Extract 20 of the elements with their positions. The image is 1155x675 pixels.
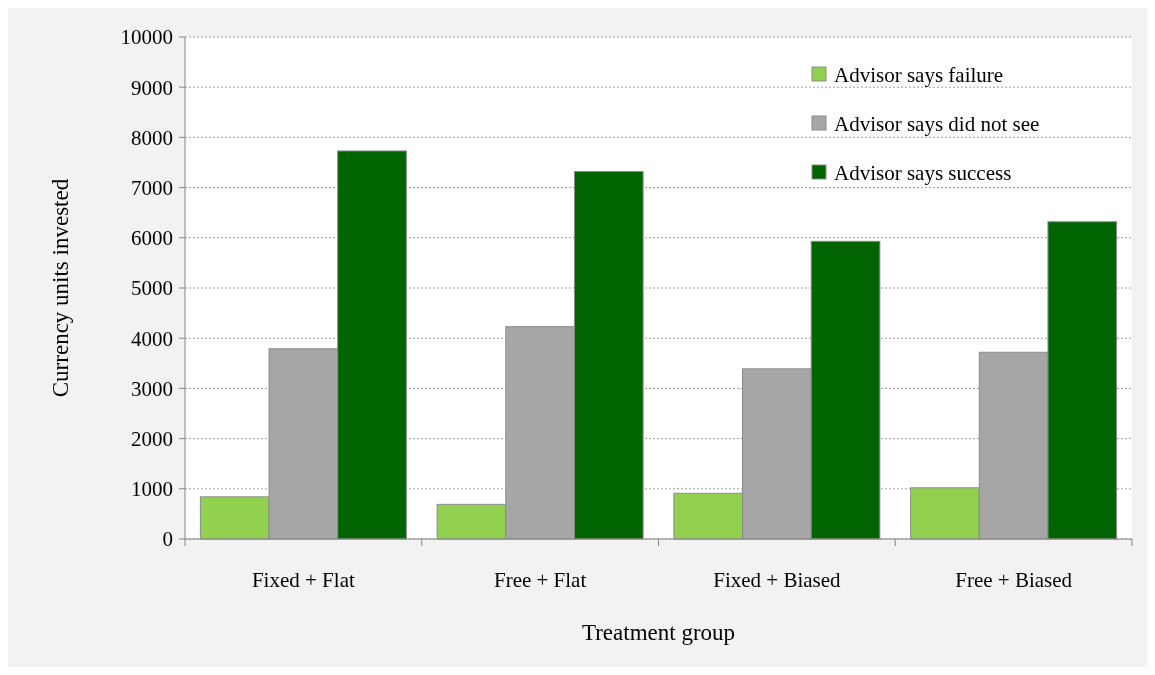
y-axis-title: Currency units invested — [48, 178, 73, 398]
x-tick-label: Free + Flat — [493, 568, 587, 592]
x-tick-label: Fixed + Biased — [713, 568, 842, 592]
y-tick-label: 7000 — [131, 175, 173, 200]
y-tick-label: 6000 — [131, 226, 173, 251]
y-tick-label: 9000 — [131, 75, 173, 100]
y-tick-label: 5000 — [131, 276, 173, 301]
y-tick-label: 0 — [162, 527, 173, 552]
x-tick-label: Fixed + Flat — [251, 568, 355, 592]
y-tick-label: 8000 — [131, 125, 173, 150]
y-tick-label: 3000 — [131, 376, 173, 401]
x-tick-label: Free + Biased — [955, 568, 1073, 592]
legend-label: Advisor says success — [834, 161, 1012, 186]
y-tick-label: 1000 — [131, 477, 173, 502]
legend-label: Advisor says failure — [834, 63, 1004, 88]
x-axis-title: Treatment group — [581, 620, 736, 645]
y-tick-label: 10000 — [120, 25, 173, 50]
legend-label: Advisor says did not see — [834, 112, 1040, 137]
y-tick-label: 2000 — [131, 426, 173, 451]
y-tick-label: 4000 — [131, 326, 173, 351]
